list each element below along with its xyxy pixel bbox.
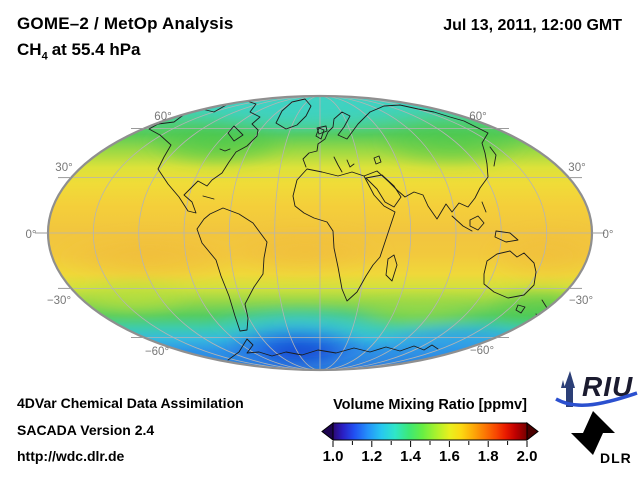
continent-outline xyxy=(315,127,325,140)
continent-outline xyxy=(365,174,402,208)
lat-label: 0° xyxy=(26,229,37,241)
colorbar-tick-label: 1.4 xyxy=(400,448,422,465)
continent-outline xyxy=(227,338,439,361)
continent-outline xyxy=(481,201,487,213)
continent-outline xyxy=(316,125,328,135)
continent-outline xyxy=(302,111,371,168)
pressure-level: at 55.4 hPa xyxy=(51,40,141,59)
continent-outline xyxy=(275,98,312,130)
colorbar-gradient-bar xyxy=(332,422,528,441)
continent-outline xyxy=(202,195,215,200)
continent-outline xyxy=(363,104,489,220)
lat-label: −60° xyxy=(470,345,494,357)
lat-label: −30° xyxy=(569,295,593,307)
colorbar-title: Volume Mixing Ratio [ppmv] xyxy=(333,397,527,413)
colorbar xyxy=(321,421,539,447)
colorbar-right-arrow-icon xyxy=(526,421,539,442)
coastlines xyxy=(148,98,548,361)
lat-label: −60° xyxy=(145,346,169,358)
continent-outline xyxy=(219,148,231,152)
dlr-logo-text: DLR xyxy=(600,450,632,466)
continent-outline xyxy=(469,215,485,231)
colorbar-tick-label: 2.0 xyxy=(516,448,538,465)
continent-outline xyxy=(451,215,473,232)
dlr-logo: DLR xyxy=(571,411,632,466)
footer-assimilation-label: 4DVar Chemical Data Assimilation xyxy=(17,395,244,411)
lat-label: 60° xyxy=(154,111,171,123)
dlr-emblem-icon xyxy=(571,411,615,455)
latitude-labels: 60° 30° 0° −30° −60° 60° 30° 0° −30° −60… xyxy=(26,111,614,358)
colorbar-tick-label: 1.2 xyxy=(361,448,383,465)
colorbar-tick-label: 1.6 xyxy=(438,448,460,465)
lat-label: 30° xyxy=(55,162,72,174)
lat-label: 30° xyxy=(568,162,585,174)
riu-tower-icon xyxy=(564,371,575,407)
continent-outline xyxy=(227,125,244,142)
graticule xyxy=(48,96,592,370)
continent-outline xyxy=(333,156,343,173)
latitude-ticks xyxy=(35,128,605,338)
mixing-ratio-field xyxy=(48,96,592,370)
continent-outline xyxy=(494,230,519,243)
lat-label: 60° xyxy=(469,111,486,123)
continent-outline xyxy=(483,250,537,299)
continent-outline xyxy=(346,159,355,168)
analysis-datetime: Jul 13, 2011, 12:00 GMT xyxy=(443,17,622,34)
lat-label: 0° xyxy=(603,229,614,241)
species-level-title: CH4 at 55.4 hPa xyxy=(17,40,141,62)
colorbar-ticks xyxy=(332,441,528,447)
footer-url: http://wdc.dlr.de xyxy=(17,448,125,464)
footer-version-label: SACADA Version 2.4 xyxy=(17,422,155,438)
riu-logo: RIU xyxy=(555,371,638,407)
colorbar-tick-label: 1.0 xyxy=(322,448,344,465)
colorbar-tick-label: 1.8 xyxy=(477,448,499,465)
species-formula: CH xyxy=(17,40,42,59)
colorbar-left-arrow-icon xyxy=(321,421,334,442)
page-title: GOME–2 / MetOp Analysis xyxy=(17,14,234,33)
continent-outline xyxy=(489,146,497,167)
continent-outline xyxy=(515,304,526,314)
continent-outline xyxy=(373,155,382,165)
continent-outline xyxy=(385,254,398,282)
riu-tower-icon xyxy=(561,380,565,388)
species-formula-subscript: 4 xyxy=(41,50,48,63)
continent-outline xyxy=(196,207,268,332)
riu-swoosh-icon xyxy=(555,391,638,407)
lat-label: −30° xyxy=(47,295,71,307)
